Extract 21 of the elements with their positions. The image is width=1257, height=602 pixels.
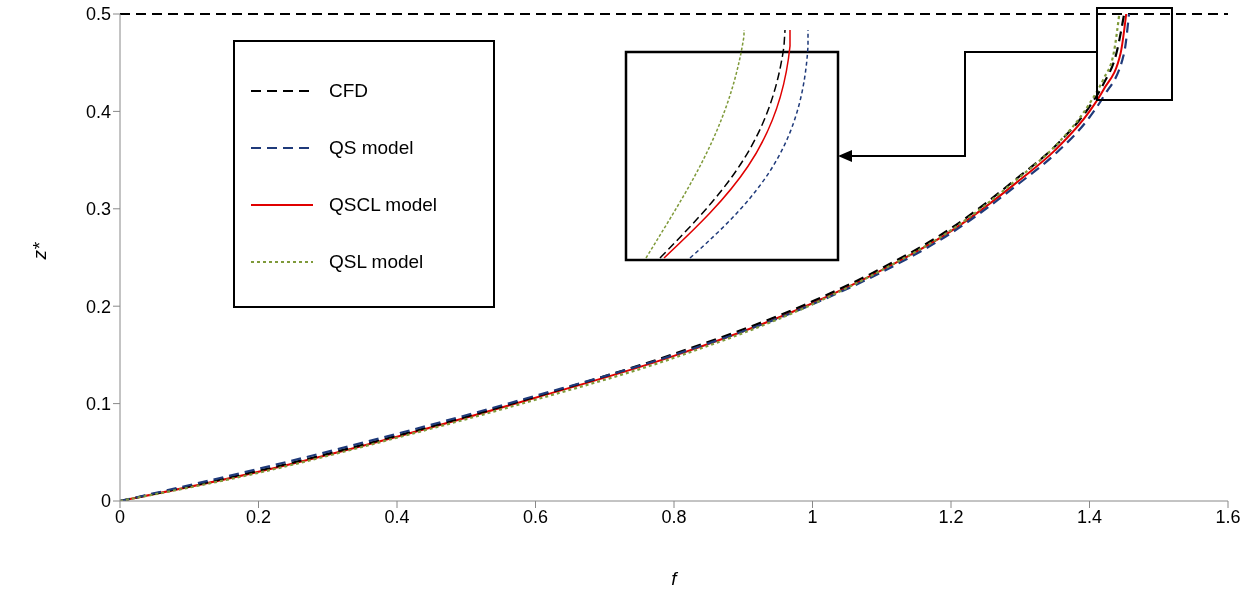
y-tick-label: 0.2 <box>85 296 111 317</box>
x-tick-label: 1.4 <box>1076 506 1103 527</box>
y-tick-label: 0 <box>100 491 111 512</box>
y-tick-label: 0.4 <box>85 101 111 122</box>
x-tick-label: 1 <box>807 506 818 527</box>
y-tick-label: 0.1 <box>85 393 111 414</box>
x-tick-label: 1.6 <box>1215 506 1241 527</box>
legend-label: QS model <box>329 136 414 159</box>
y-tick-label: 0.5 <box>85 4 111 25</box>
legend-label: CFD <box>329 79 369 102</box>
x-axis-title: f <box>670 568 679 590</box>
legend-label: QSL model <box>329 250 424 273</box>
y-tick-label: 0.3 <box>85 199 111 220</box>
x-tick-label: 0.8 <box>661 506 687 527</box>
x-tick-label: 0.6 <box>522 506 549 527</box>
legend-label: QSCL model <box>329 193 438 216</box>
x-tick-label: 1.2 <box>938 506 964 527</box>
x-tick-label: 0.4 <box>384 506 410 527</box>
x-tick-label: 0.2 <box>245 506 272 527</box>
x-tick-label: 0 <box>114 506 126 527</box>
y-axis-title: z* <box>29 241 51 262</box>
